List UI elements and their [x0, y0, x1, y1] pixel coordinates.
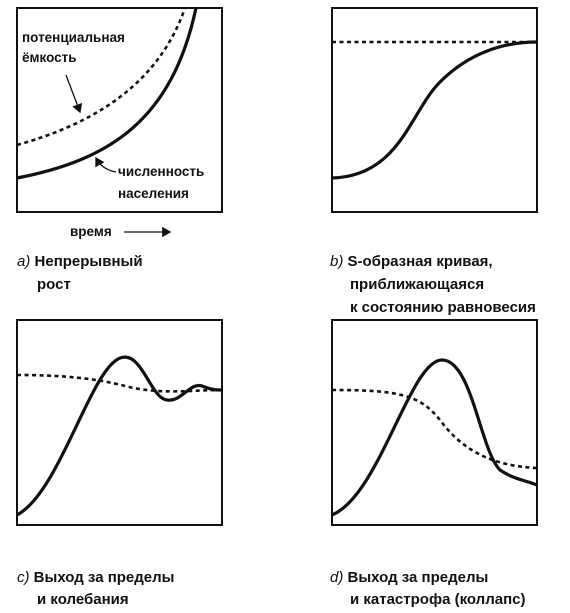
- caption: к состоянию равновесия: [350, 299, 536, 316]
- caption: и катастрофа (коллапс): [350, 591, 525, 608]
- population-curve: [16, 7, 198, 180]
- population-curve: [331, 358, 538, 517]
- label: населения: [118, 186, 189, 201]
- population-curve: [16, 355, 223, 517]
- label: ёмкость: [22, 50, 77, 65]
- caption: приближающаяся: [350, 276, 484, 293]
- capacity-curve: [331, 388, 538, 470]
- population-curve: [331, 40, 538, 180]
- capacity-curve: [16, 7, 187, 147]
- panel-d: [331, 319, 538, 526]
- panel-b: [331, 7, 538, 213]
- caption: c) Выход за пределы: [17, 569, 174, 586]
- capacity-curve: [16, 373, 223, 393]
- pointer: [65, 74, 83, 114]
- pointer: [95, 156, 117, 173]
- label: численность: [118, 164, 204, 179]
- caption: рост: [37, 276, 71, 293]
- label: потенциальная: [22, 30, 125, 45]
- axis-label: время: [70, 224, 112, 239]
- caption: d) Выход за пределы: [330, 569, 488, 586]
- caption: a) Непрерывный: [17, 253, 143, 270]
- panel-a: [16, 7, 223, 213]
- caption: b) S-образная кривая,: [330, 253, 493, 270]
- panel-c: [16, 319, 223, 526]
- caption: и колебания: [37, 591, 129, 608]
